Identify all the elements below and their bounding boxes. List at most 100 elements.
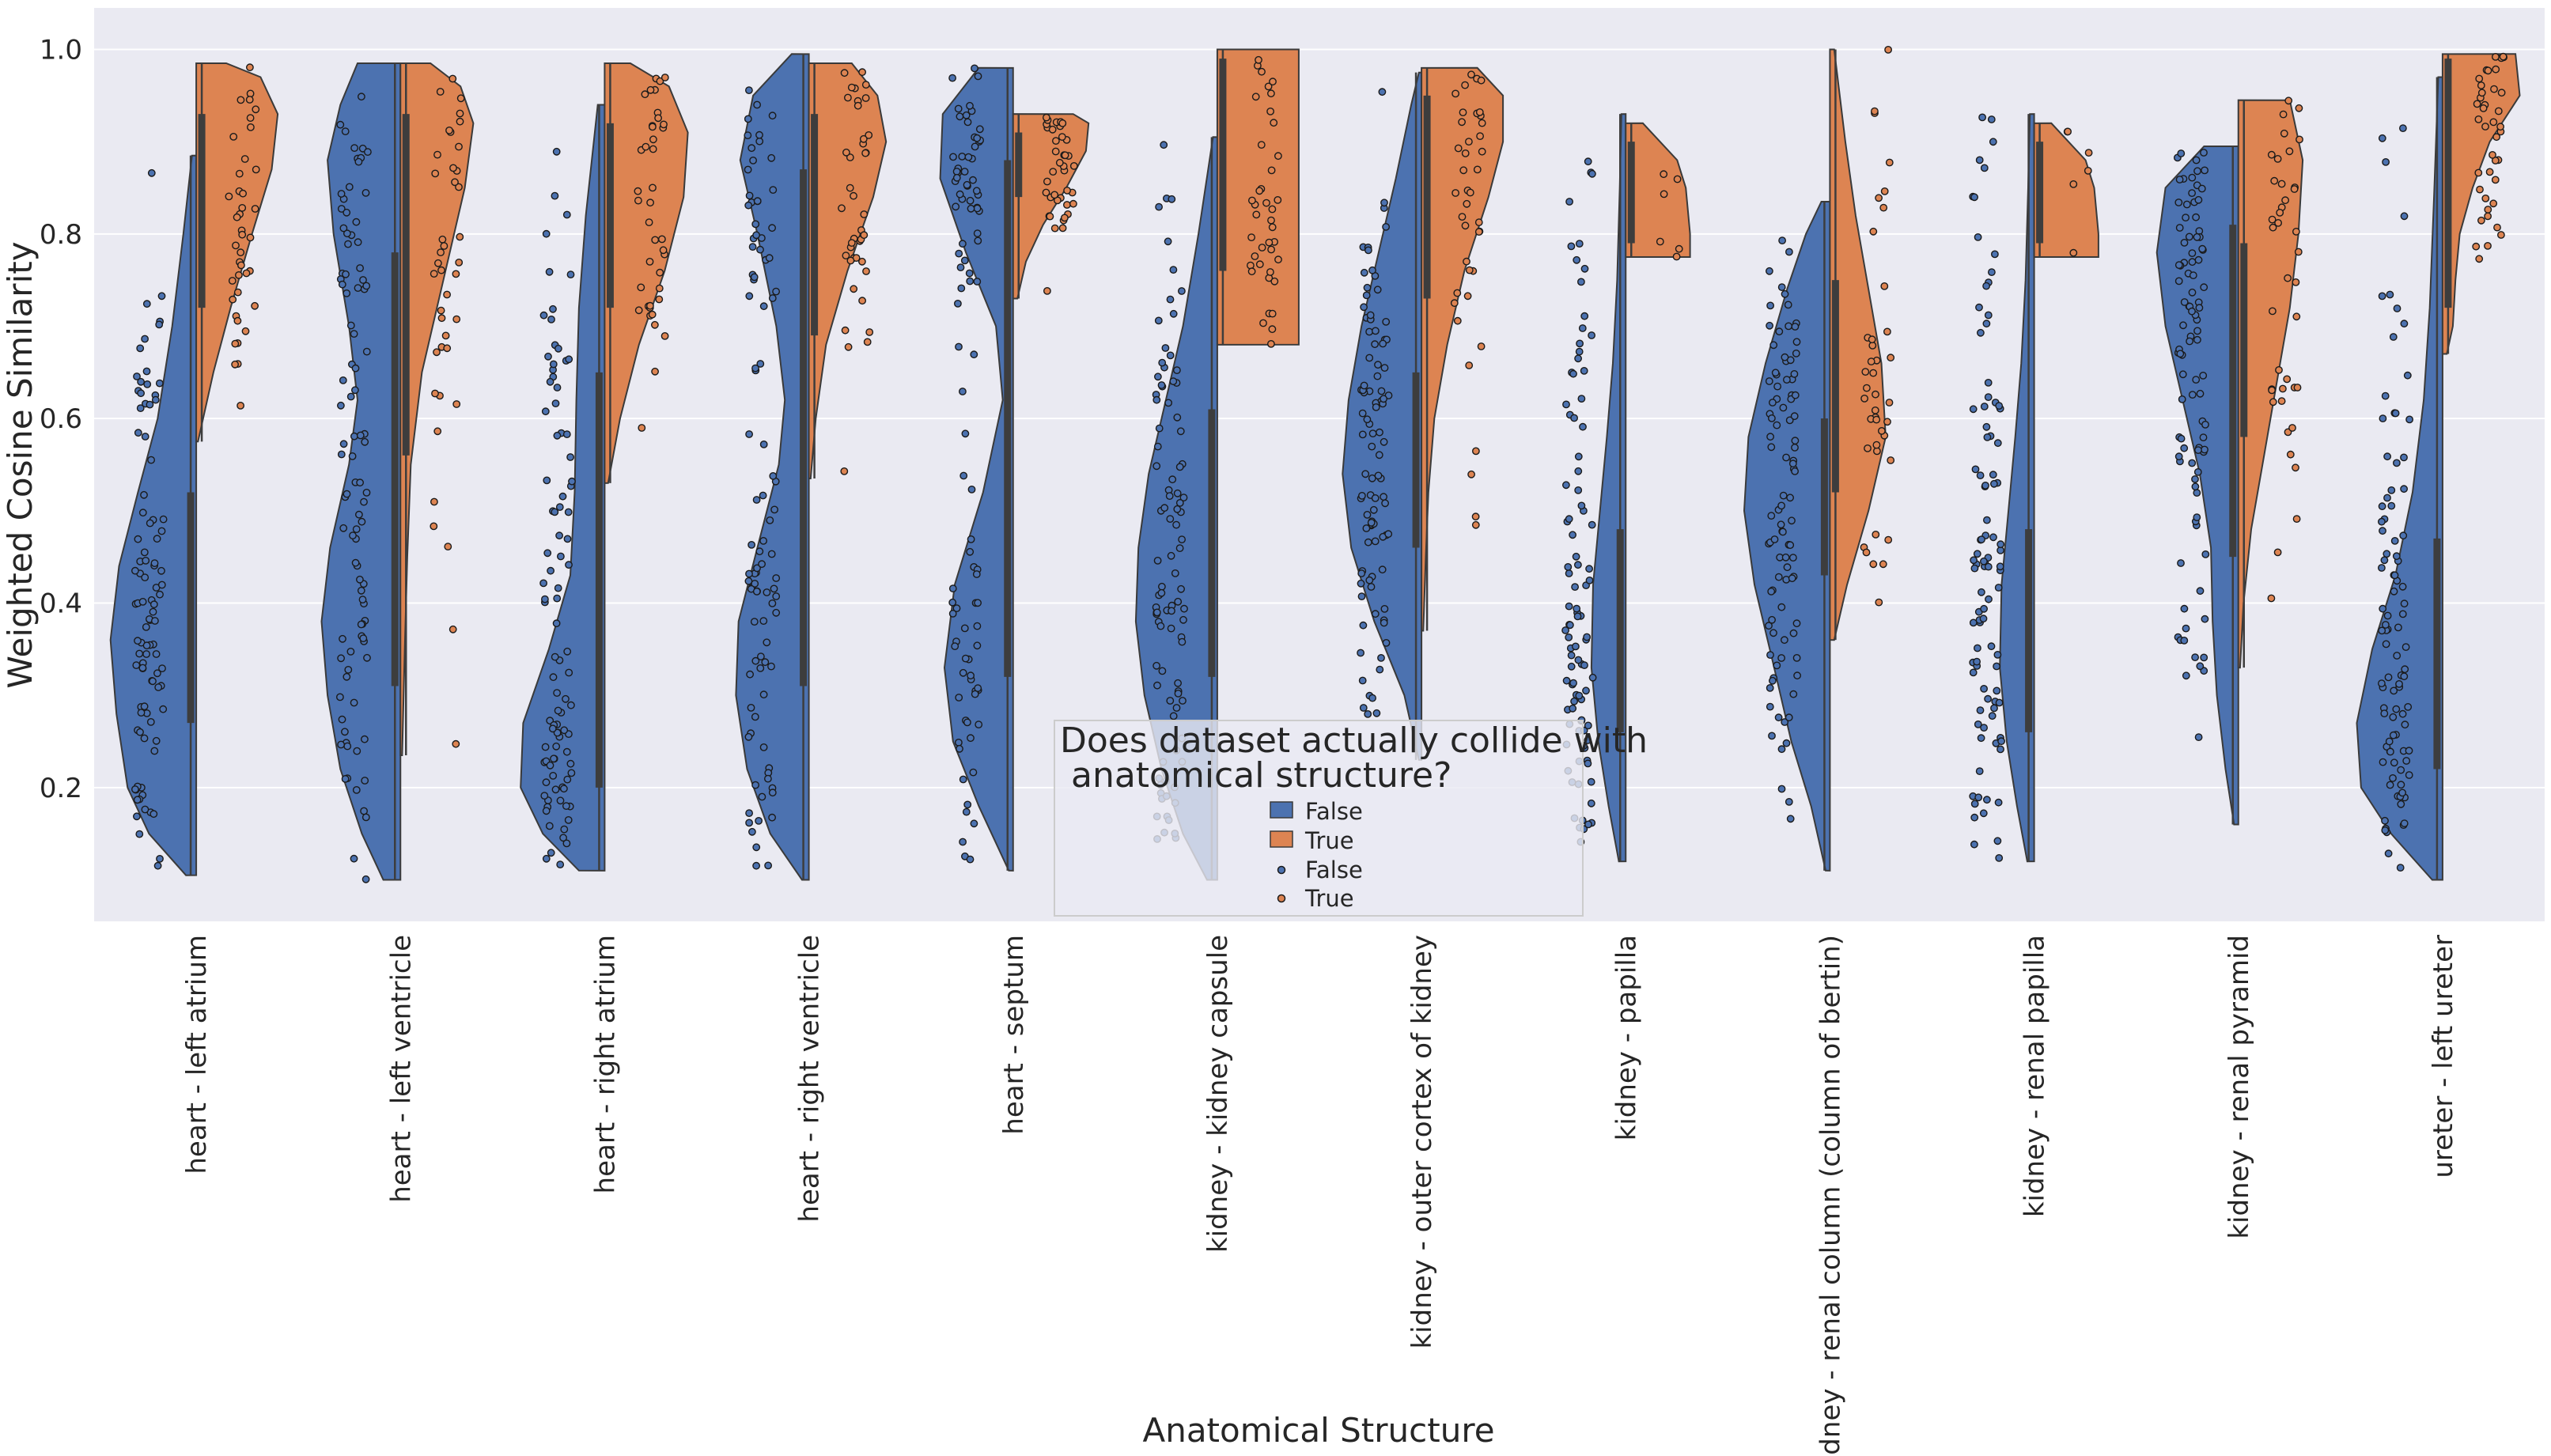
strip-point-true xyxy=(456,109,464,118)
strip-point-true xyxy=(1869,369,1878,377)
strip-point-false xyxy=(2389,731,2398,739)
strip-point-false xyxy=(138,509,147,517)
strip-point-true xyxy=(445,126,453,134)
strip-point-true xyxy=(1247,233,1256,241)
strip-point-false xyxy=(1781,289,1789,298)
strip-point-false xyxy=(751,364,759,373)
strip-point-false xyxy=(2199,371,2208,380)
strip-point-false xyxy=(549,360,558,369)
strip-point-false xyxy=(750,618,759,626)
strip-point-false xyxy=(2189,271,2197,279)
strip-point-false xyxy=(2392,705,2401,713)
strip-point-false xyxy=(1781,353,1789,361)
strip-point-false xyxy=(563,535,572,543)
strip-point-true xyxy=(1458,213,1467,221)
strip-point-false xyxy=(961,654,970,663)
strip-point-false xyxy=(562,747,571,756)
strip-point-false xyxy=(2179,321,2187,330)
strip-point-false xyxy=(1380,199,1388,207)
strip-point-false xyxy=(142,623,150,631)
strip-point-false xyxy=(1768,399,1777,407)
strip-point-true xyxy=(1248,196,1256,205)
strip-point-false xyxy=(759,537,767,545)
strip-point-true xyxy=(456,94,465,103)
strip-point-true xyxy=(1262,199,1270,207)
strip-point-false xyxy=(2390,571,2399,580)
strip-point-false xyxy=(339,440,348,448)
strip-point-false xyxy=(966,101,974,110)
strip-point-false xyxy=(751,781,759,789)
strip-point-false xyxy=(153,669,161,678)
strip-point-false xyxy=(560,825,569,834)
strip-point-false xyxy=(744,201,753,210)
strip-point-false xyxy=(1380,493,1388,501)
strip-point-false xyxy=(753,564,761,573)
strip-point-false xyxy=(1569,679,1578,687)
strip-point-false xyxy=(1791,323,1800,331)
strip-point-true xyxy=(237,402,244,410)
strip-point-false xyxy=(357,93,365,101)
strip-point-true xyxy=(1862,548,1871,557)
strip-point-false xyxy=(2188,258,2197,267)
strip-point-false xyxy=(1572,552,1580,561)
strip-point-true xyxy=(451,178,459,187)
strip-point-false xyxy=(147,456,156,464)
strip-point-false xyxy=(1382,317,1391,326)
strip-point-false xyxy=(955,694,963,702)
strip-point-true xyxy=(634,187,642,195)
strip-point-false xyxy=(1993,439,2002,448)
strip-point-false xyxy=(2174,199,2183,206)
strip-point-false xyxy=(542,807,551,815)
strip-point-false xyxy=(2395,680,2403,688)
strip-point-false xyxy=(1785,248,1793,256)
strip-point-false xyxy=(350,144,358,153)
strip-point-false xyxy=(1380,364,1389,372)
strip-point-true xyxy=(233,213,241,221)
strip-point-true xyxy=(862,267,870,275)
strip-point-false xyxy=(140,548,149,557)
strip-point-false xyxy=(549,304,557,313)
strip-point-false xyxy=(1989,533,1997,542)
strip-point-false xyxy=(151,395,160,404)
strip-point-false xyxy=(1364,538,1372,546)
strip-point-false xyxy=(2392,552,2401,561)
strip-point-false xyxy=(1777,654,1786,662)
strip-point-false xyxy=(1570,414,1579,422)
violin-true xyxy=(1625,122,1691,258)
strip-point-true xyxy=(659,246,668,255)
strip-point-false xyxy=(556,796,565,805)
strip-point-false xyxy=(958,152,967,161)
strip-point-false xyxy=(759,743,768,751)
strip-point-true xyxy=(1268,309,1277,318)
strip-point-false xyxy=(352,525,361,533)
strip-point-true xyxy=(1884,46,1893,54)
strip-point-false xyxy=(745,86,753,95)
strip-point-false xyxy=(541,407,550,416)
strip-point-false xyxy=(1777,501,1786,510)
strip-point-true xyxy=(651,320,659,329)
strip-point-true xyxy=(1061,214,1069,222)
strip-point-false xyxy=(2378,502,2386,511)
strip-point-true xyxy=(646,85,655,94)
strip-point-false xyxy=(1153,442,1162,451)
strip-point-false xyxy=(341,127,350,136)
strip-point-false xyxy=(763,588,771,596)
strip-point-true xyxy=(1058,119,1067,127)
strip-point-true xyxy=(1467,70,1475,79)
strip-point-false xyxy=(963,118,972,127)
strip-point-false xyxy=(2177,559,2185,567)
strip-point-true xyxy=(437,306,445,315)
strip-point-false xyxy=(1361,470,1370,478)
strip-point-false xyxy=(141,433,150,441)
strip-point-false xyxy=(553,689,561,697)
strip-point-true xyxy=(1458,118,1467,127)
strip-point-false xyxy=(1373,286,1382,294)
strip-point-true xyxy=(649,145,657,153)
strip-point-false xyxy=(1169,309,1178,318)
strip-point-false xyxy=(354,284,362,292)
strip-point-false xyxy=(973,204,982,213)
strip-point-false xyxy=(1977,734,1985,743)
strip-point-false xyxy=(1993,662,2001,671)
strip-point-false xyxy=(553,431,562,440)
strip-point-true xyxy=(1884,535,1893,544)
